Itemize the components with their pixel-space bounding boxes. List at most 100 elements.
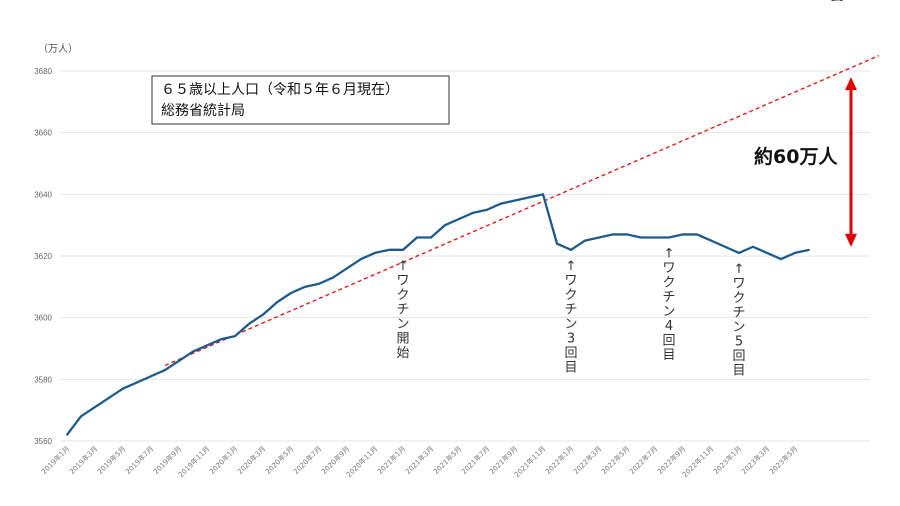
data-point [710,239,712,242]
x-tick-label: 2021年3月 [403,444,435,476]
y-tick-label: 3580 [34,375,52,384]
data-point [374,252,376,254]
data-point [122,387,124,390]
data-point [570,248,572,251]
x-tick-label: 2019年5月 [95,444,127,476]
data-point [528,196,530,199]
data-point [136,381,138,384]
x-tick-label: 2023年3月 [739,444,771,476]
data-point [304,285,306,288]
difference-arrow-head-top [845,77,857,91]
data-point [500,202,502,205]
y-tick-label: 3640 [34,190,52,199]
difference-arrow-head-bottom [845,233,857,247]
data-point [276,301,278,304]
y-tick-label: 3660 [34,129,52,138]
vaccine-annotation: ↑ワクチン 3 回目 [564,259,577,376]
data-point [612,233,614,236]
info-box: ６５歳以上人口（令和５年６月現在） 総務省統計局 [151,75,450,125]
data-point [766,252,768,254]
data-point [458,218,460,220]
grid [60,70,870,442]
data-point [654,236,656,239]
data-point [388,248,390,251]
x-tick-label: 2022年5月 [599,444,631,476]
data-point [598,236,600,239]
data-point [668,236,670,239]
data-point [808,248,810,251]
data-point [332,276,334,279]
data-point [444,224,446,227]
x-tick-label: 2023年1月 [711,444,743,476]
data-point [164,369,166,371]
data-point [416,236,418,239]
y-tick-label: 3620 [34,252,52,261]
data-point [318,282,320,285]
x-tick-label: 2022年7月 [627,444,659,476]
data-point [542,193,544,196]
data-point [794,252,796,254]
data-point [290,292,292,294]
difference-label: 約60万人 [754,145,838,168]
data-point [682,233,684,236]
x-tick-label: 2023年5月 [767,444,799,476]
data-point [94,406,96,408]
data-point [262,313,264,316]
x-tick-label: 2021年7月 [459,444,491,476]
data-point [346,267,348,270]
difference-marker: 約60万人 [754,77,857,247]
data-point [472,211,474,214]
vaccine-annotation: ↑ワクチン6回目 [830,0,843,4]
data-point [220,338,222,341]
y-tick-label: 3680 [34,67,52,76]
data-point [514,199,516,202]
trend-line [164,54,880,367]
data-point [430,236,432,239]
data-point [402,248,404,251]
x-tick-label: 2020年5月 [263,444,295,476]
x-tick-label: 2022年3月 [571,444,603,476]
series-layer [66,193,810,436]
data-point [66,433,68,436]
x-tick-label: 2022年1月 [543,444,575,476]
data-point [584,239,586,242]
data-point [696,233,698,236]
x-tick-label: 2019年7月 [123,444,155,476]
data-point [640,236,642,239]
x-tick-label: 2020年1月 [207,444,239,476]
y-axis-ticks: 3560 3580 3600 3620 3640 3660 3680 [34,67,52,446]
unit-label: （万人） [38,43,78,55]
x-tick-label: 2019年3月 [67,444,99,476]
data-point [108,396,110,399]
data-point [752,245,754,248]
data-point [206,344,208,347]
data-point [780,258,782,260]
data-point [248,322,250,325]
vaccine-annotation: ↑ワクチン開始 [396,259,409,361]
x-axis-ticks: 2019年1月2019年3月2019年5月2019年7月2019年9月2019年… [39,444,799,479]
vaccine-annotation: ↑ワクチン 5 回目 [732,262,745,379]
data-point [360,258,362,260]
y-tick-label: 3600 [34,314,52,323]
data-point [626,233,628,236]
info-box-title: ６５歳以上人口（令和５年６月現在） [161,82,399,98]
data-point [724,245,726,248]
x-tick-label: 2021年5月 [431,444,463,476]
info-box-frame [151,75,450,125]
data-point [150,375,152,378]
data-point [738,252,740,254]
data-point [556,242,558,245]
data-point [80,415,82,418]
data-point [178,359,180,362]
x-tick-label: 2020年7月 [291,444,323,476]
series-line [66,193,810,436]
x-tick-label: 2021年1月 [375,444,407,476]
y-tick-label: 3560 [34,437,52,446]
vaccine-annotation: ↑ワクチン 4 回目 [662,247,675,364]
info-box-source: 総務省統計局 [161,103,245,119]
x-tick-label: 2019年1月 [39,444,71,476]
x-tick-label: 2020年3月 [235,444,267,476]
data-point [192,350,194,353]
